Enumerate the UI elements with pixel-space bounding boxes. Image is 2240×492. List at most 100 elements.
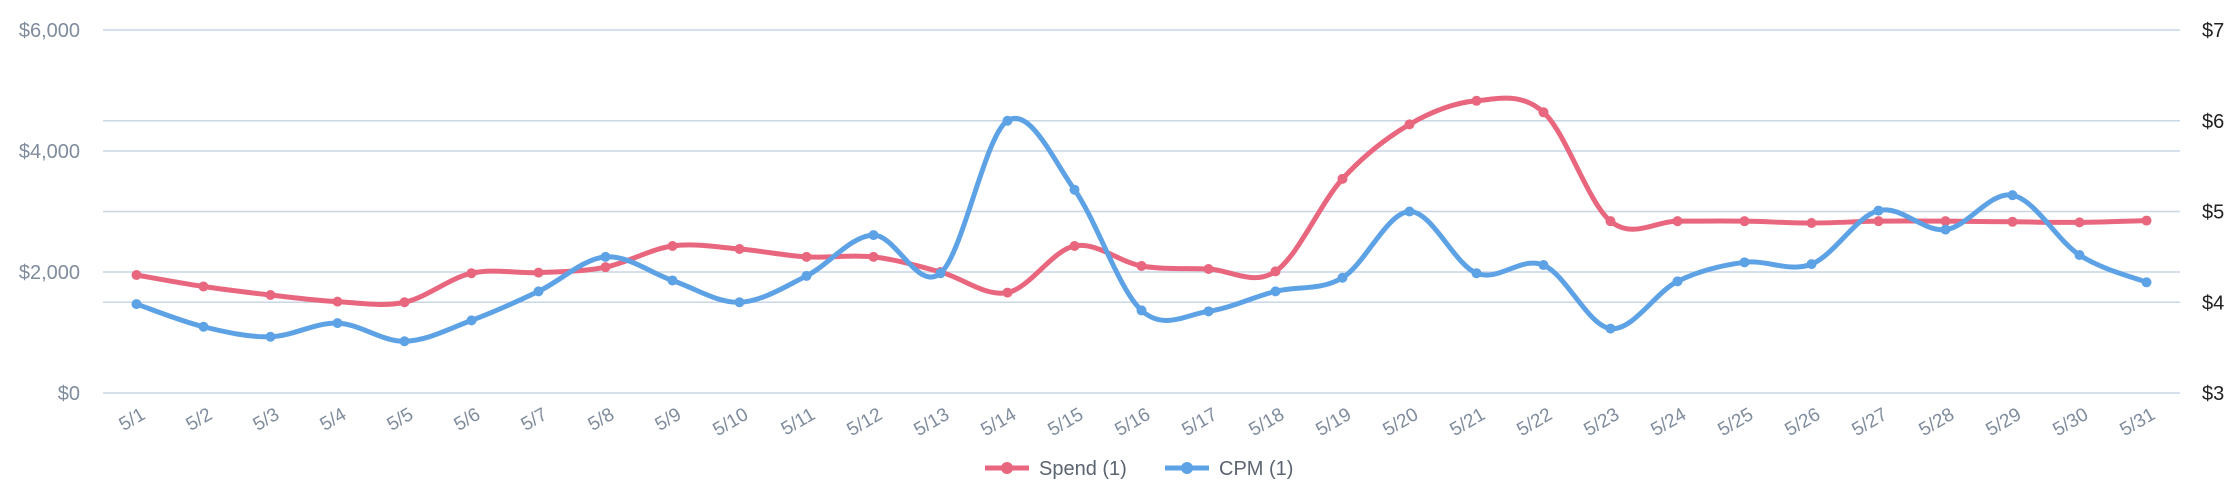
data-point[interactable] [131, 299, 142, 310]
x-tick-label: 5/6 [451, 404, 484, 435]
data-point[interactable] [801, 270, 812, 281]
data-point[interactable] [1002, 287, 1013, 298]
data-point[interactable] [734, 244, 745, 255]
grid [103, 29, 2180, 394]
y-right-tick-label: $7 [2202, 20, 2224, 42]
legend-label: CPM (1) [1219, 458, 1293, 480]
data-point[interactable] [1069, 184, 1080, 195]
data-point[interactable] [1337, 173, 1348, 184]
x-tick-label: 5/13 [910, 404, 953, 441]
y-left-tick-label: $0 [58, 383, 80, 405]
data-point[interactable] [533, 286, 544, 297]
data-point[interactable] [1873, 216, 1884, 227]
legend-item[interactable]: CPM (1) [1165, 458, 1293, 480]
x-tick-label: 5/29 [1982, 404, 2025, 441]
data-point[interactable] [868, 251, 879, 262]
legend-item[interactable]: Spend (1) [985, 458, 1127, 480]
data-point[interactable] [801, 251, 812, 262]
data-point[interactable] [1069, 240, 1080, 251]
data-point[interactable] [1203, 263, 1214, 274]
x-tick-label: 5/28 [1915, 404, 1958, 441]
data-point[interactable] [1337, 272, 1348, 283]
data-point[interactable] [2074, 250, 2085, 261]
data-point[interactable] [935, 268, 946, 279]
x-tick-label: 5/17 [1178, 404, 1221, 441]
x-tick-label: 5/16 [1111, 404, 1154, 441]
data-point[interactable] [399, 297, 410, 308]
data-point[interactable] [1270, 286, 1281, 297]
x-tick-label: 5/10 [709, 404, 752, 441]
series-spend [131, 95, 2152, 308]
data-point[interactable] [2074, 217, 2085, 228]
data-point[interactable] [1404, 119, 1415, 130]
data-point[interactable] [1136, 305, 1147, 316]
data-point[interactable] [466, 268, 477, 279]
data-point[interactable] [1471, 268, 1482, 279]
x-tick-label: 5/23 [1580, 404, 1623, 441]
series-line [134, 95, 2149, 307]
data-point[interactable] [1471, 95, 1482, 106]
legend-marker [1001, 462, 1013, 474]
data-point[interactable] [131, 270, 142, 281]
data-point[interactable] [667, 240, 678, 251]
y-axis-right: $3 $4 $5 $6 $7 [2202, 20, 2224, 405]
data-point[interactable] [1136, 260, 1147, 271]
data-point[interactable] [1739, 257, 1750, 268]
data-point[interactable] [2141, 215, 2152, 226]
data-point[interactable] [1806, 217, 1817, 228]
x-tick-label: 5/15 [1044, 404, 1087, 441]
data-point[interactable] [1672, 276, 1683, 287]
y-left-tick-label: $6,000 [19, 20, 80, 42]
data-point[interactable] [1940, 224, 1951, 235]
data-point[interactable] [1739, 216, 1750, 227]
data-point[interactable] [1605, 323, 1616, 334]
y-right-tick-label: $6 [2202, 111, 2224, 133]
data-point[interactable] [1270, 266, 1281, 277]
y-left-tick-label: $2,000 [19, 262, 80, 284]
legend: Spend (1) CPM (1) [985, 458, 1293, 480]
data-point[interactable] [1672, 216, 1683, 227]
data-point[interactable] [332, 296, 343, 307]
data-point[interactable] [2141, 277, 2152, 288]
x-tick-label: 5/19 [1312, 404, 1355, 441]
x-tick-label: 5/7 [518, 404, 551, 435]
legend-marker [1181, 462, 1193, 474]
x-axis: 5/1 5/2 5/3 5/4 5/5 5/6 5/7 5/8 5/9 5/10 5/11 5/12 5… [116, 404, 2159, 441]
data-point[interactable] [533, 267, 544, 278]
data-point[interactable] [1203, 306, 1214, 317]
data-point[interactable] [1940, 216, 1951, 227]
y-right-tick-label: $4 [2202, 292, 2224, 314]
data-point[interactable] [1538, 260, 1549, 271]
data-point[interactable] [198, 321, 209, 332]
x-tick-label: 5/24 [1647, 404, 1690, 441]
data-point[interactable] [868, 230, 879, 241]
data-point[interactable] [265, 289, 276, 300]
data-point[interactable] [600, 251, 611, 262]
data-point[interactable] [265, 331, 276, 342]
legend-label: Spend (1) [1039, 458, 1127, 480]
data-point[interactable] [1002, 115, 1013, 126]
data-point[interactable] [600, 262, 611, 273]
x-tick-label: 5/21 [1446, 404, 1489, 441]
y-right-tick-label: $5 [2202, 202, 2224, 224]
x-tick-label: 5/2 [183, 404, 216, 435]
data-point[interactable] [2007, 216, 2018, 227]
x-tick-label: 5/4 [317, 404, 351, 436]
x-tick-label: 5/11 [778, 404, 819, 440]
y-left-tick-label: $4,000 [19, 141, 80, 163]
data-point[interactable] [1873, 205, 1884, 216]
data-point[interactable] [2007, 190, 2018, 201]
data-point[interactable] [332, 318, 343, 329]
data-point[interactable] [1404, 206, 1415, 217]
data-point[interactable] [734, 297, 745, 308]
data-point[interactable] [1806, 259, 1817, 270]
data-point[interactable] [466, 315, 477, 326]
series-cpm [131, 115, 2152, 347]
x-tick-label: 5/5 [384, 404, 417, 435]
data-point[interactable] [1538, 107, 1549, 118]
x-tick-label: 5/30 [2049, 404, 2092, 441]
data-point[interactable] [667, 275, 678, 286]
data-point[interactable] [198, 281, 209, 292]
data-point[interactable] [1605, 216, 1616, 227]
data-point[interactable] [399, 336, 410, 347]
